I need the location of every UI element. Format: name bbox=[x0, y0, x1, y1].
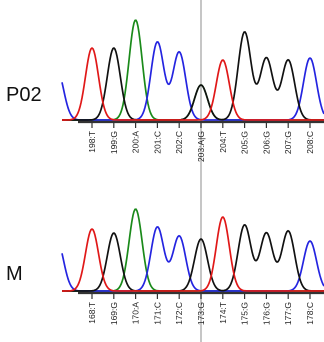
tick-label: 204:T bbox=[218, 131, 228, 153]
tick-label: 201:C bbox=[152, 131, 162, 154]
chromatogram-panel-p02: P02 198:T 199:G 200:A 201:C 202:C 203:A|G 204:… bbox=[6, 0, 324, 171]
tick-label: 208:C bbox=[305, 131, 315, 154]
tick-label: 198:T bbox=[87, 131, 97, 153]
tick-label: 172:C bbox=[174, 302, 184, 325]
tick-label: 169:G bbox=[109, 302, 119, 325]
trace-g-line bbox=[62, 224, 324, 292]
sample-label-p02: P02 bbox=[6, 84, 42, 106]
tick-label: 177:G bbox=[283, 302, 293, 325]
chromatogram-p02: 198:T 199:G 200:A 201:C 202:C 203:A|G 204:T 205… bbox=[61, 0, 324, 171]
tick-label: 203:A|G bbox=[196, 131, 206, 162]
chromatogram-panel-m: M 168:T 169:G 170:A 171:C 172:C 173:G 174:T 175… bbox=[0, 171, 324, 342]
tick-label: 170:A bbox=[131, 302, 141, 325]
tick-label: 207:G bbox=[283, 131, 293, 154]
tick-label: 202:C bbox=[174, 131, 184, 154]
tick-label: 205:G bbox=[240, 131, 250, 154]
trace-t-line bbox=[62, 47, 324, 121]
tick-label: 173:G bbox=[196, 302, 206, 325]
tick-label: 200:A bbox=[131, 131, 141, 154]
tick-label: 168:T bbox=[87, 302, 97, 324]
tick-label: 171:C bbox=[152, 302, 162, 325]
trace-g-line bbox=[62, 31, 324, 121]
sample-label-m: M bbox=[6, 263, 23, 285]
tick-label: 174:T bbox=[218, 302, 228, 324]
chromatogram-m: 168:T 169:G 170:A 171:C 172:C 173:G 174:T 175:G… bbox=[61, 171, 324, 342]
tick-label: 206:G bbox=[261, 131, 271, 154]
tick-label: 199:G bbox=[109, 131, 119, 154]
trace-a-line bbox=[61, 208, 324, 292]
tick-label: 178:C bbox=[305, 302, 315, 325]
tick-label: 176:G bbox=[261, 302, 271, 325]
tick-label: 175:G bbox=[240, 302, 250, 325]
trace-t-line bbox=[62, 216, 324, 292]
